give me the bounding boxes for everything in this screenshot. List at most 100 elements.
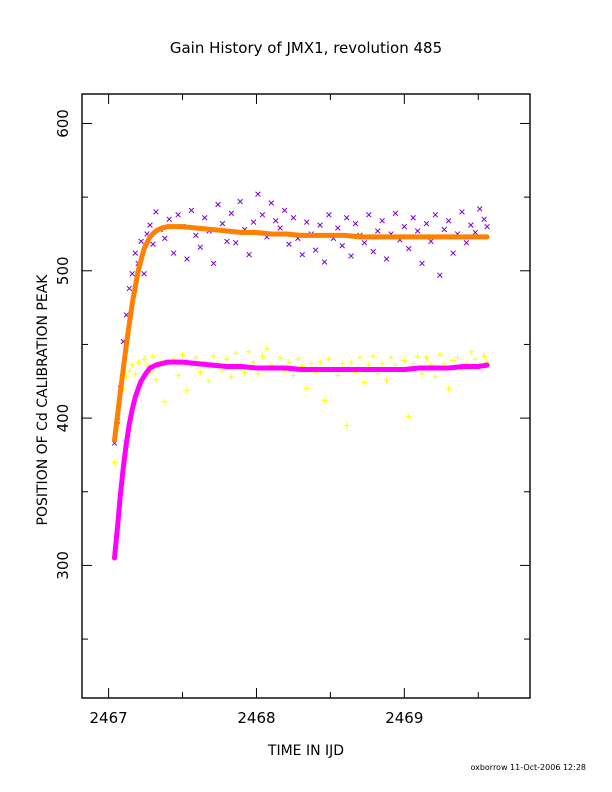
footer-credit: oxborrow 11-Oct-2006 12:28 (470, 763, 586, 772)
fit-curve-1 (112, 359, 490, 561)
data-point-series-1 (111, 459, 118, 466)
data-point-series-0 (277, 225, 283, 231)
data-point-series-1 (481, 353, 488, 360)
data-point-series-1 (325, 356, 332, 363)
data-point-series-1 (152, 376, 159, 383)
data-point-series-1 (410, 360, 417, 367)
data-point-series-0 (317, 222, 323, 228)
data-point-series-0 (141, 270, 147, 277)
data-point-series-0 (419, 260, 425, 267)
data-point-series-0 (383, 256, 390, 262)
data-point-series-1 (232, 350, 239, 357)
data-point-series-0 (153, 209, 159, 215)
y-tick-label: 300 (54, 551, 72, 580)
data-point-series-0 (219, 220, 226, 227)
data-point-series-1 (228, 373, 235, 380)
data-point-series-0 (147, 222, 153, 228)
data-point-series-0 (321, 259, 328, 265)
data-point-series-0 (255, 191, 261, 197)
data-point-series-0 (286, 241, 292, 248)
x-axis-label: TIME IN IJD (267, 743, 344, 759)
data-point-series-0 (463, 240, 470, 246)
data-point-series-1 (432, 373, 439, 380)
data-point-series-0 (437, 272, 443, 278)
data-point-series-0 (348, 253, 354, 259)
data-point-series-1 (445, 385, 452, 392)
plot-frame (81, 93, 531, 699)
data-point-series-1 (259, 353, 266, 360)
data-point-series-0 (326, 212, 332, 218)
data-point-series-1 (126, 367, 133, 374)
data-point-series-0 (170, 250, 177, 256)
data-point-series-0 (370, 248, 377, 255)
data-point-series-1 (436, 351, 443, 358)
data-point-series-1 (290, 372, 297, 379)
data-point-series-1 (388, 354, 395, 361)
data-point-series-0 (312, 247, 319, 253)
data-point-series-0 (250, 219, 257, 225)
data-point-series-1 (294, 356, 301, 363)
data-point-series-1 (241, 369, 248, 376)
data-point-series-0 (476, 206, 483, 212)
data-point-series-0 (484, 223, 490, 230)
data-point-series-1 (206, 378, 213, 385)
data-point-series-0 (193, 232, 199, 239)
data-point-series-0 (166, 216, 172, 222)
data-point-series-1 (263, 345, 270, 352)
data-point-series-1 (144, 362, 151, 369)
data-point-series-1 (179, 351, 186, 358)
data-point-series-1 (254, 370, 261, 377)
data-point-series-1 (361, 379, 368, 386)
data-point-series-0 (428, 238, 434, 245)
data-point-series-1 (472, 356, 479, 363)
data-point-series-1 (348, 359, 355, 366)
data-point-series-1 (161, 398, 168, 405)
data-point-series-1 (339, 360, 346, 367)
data-point-series-0 (441, 226, 447, 233)
data-point-series-0 (197, 244, 204, 250)
data-point-series-0 (162, 235, 168, 242)
data-point-series-1 (149, 353, 156, 360)
x-tick-label: 2468 (237, 709, 275, 727)
data-point-series-0 (290, 214, 297, 221)
data-point-series-1 (343, 422, 350, 429)
data-point-series-0 (366, 212, 372, 218)
data-point-series-0 (379, 217, 385, 224)
data-point-series-0 (233, 240, 239, 246)
y-tick-label: 400 (54, 404, 72, 433)
data-point-series-1 (423, 354, 430, 361)
data-point-series-1 (356, 354, 363, 361)
data-point-series-1 (210, 353, 217, 360)
data-point-series-0 (201, 214, 208, 221)
data-point-series-1 (317, 359, 324, 366)
data-point-series-0 (138, 238, 144, 245)
data-point-series-1 (454, 354, 461, 361)
data-point-series-0 (188, 207, 195, 214)
data-point-series-0 (410, 214, 416, 221)
data-point-series-0 (392, 210, 399, 217)
data-point-series-0 (374, 228, 381, 234)
data-point-series-1 (197, 369, 204, 376)
data-point-series-0 (210, 260, 217, 267)
data-point-series-0 (423, 220, 430, 227)
data-point-series-1 (405, 413, 412, 420)
data-point-series-1 (250, 359, 257, 366)
data-point-series-1 (370, 353, 377, 360)
data-point-series-1 (303, 385, 310, 392)
data-point-series-0 (184, 256, 190, 262)
data-point-series-1 (277, 354, 284, 361)
data-point-series-0 (450, 250, 456, 256)
data-point-series-1 (132, 370, 139, 377)
data-point-series-1 (285, 359, 292, 366)
data-point-series-0 (472, 229, 479, 236)
data-point-series-0 (272, 217, 279, 224)
data-point-series-1 (192, 354, 199, 361)
data-point-series-0 (224, 238, 230, 245)
data-point-series-0 (361, 240, 368, 246)
data-point-series-1 (183, 387, 190, 394)
data-point-series-0 (432, 212, 439, 218)
data-point-series-0 (481, 216, 487, 222)
x-tick-label: 2467 (90, 709, 128, 727)
data-point-series-1 (321, 397, 328, 404)
